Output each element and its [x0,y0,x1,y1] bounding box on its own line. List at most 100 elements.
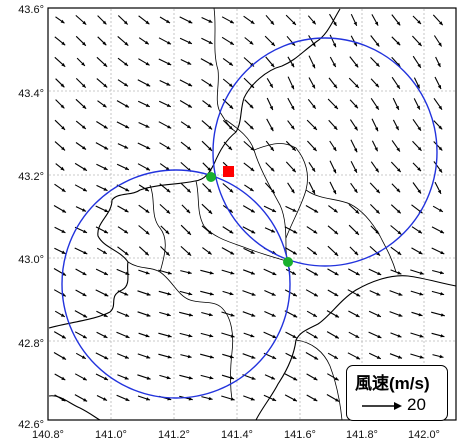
wind-arrow [180,245,192,257]
wind-arrow [202,183,212,193]
wind-arrow [433,97,443,111]
wind-arrow [75,98,87,110]
wind-arrow [221,16,235,24]
wind-arrow [435,56,441,68]
wind-arrow [222,353,234,359]
wind-arrow [328,205,338,213]
wind-arrow [75,14,87,26]
wind-arrow [308,77,316,89]
wind-arrow [410,332,424,338]
wind-arrow [158,332,172,338]
wind-arrow [117,290,129,296]
wind-arrow [391,14,401,26]
legend-value: 20 [407,395,426,414]
wind-arrow [265,14,275,26]
wind-arrow [137,163,151,171]
wind-arrow [391,183,401,193]
wind-arrow [391,76,401,90]
wind-arrow [348,224,360,236]
wind-arrow [370,161,380,173]
wind-arrow [264,35,276,47]
wind-arrow [306,373,318,381]
wind-arrow [137,142,151,150]
wind-arrow [243,395,255,401]
wind-arrow [243,140,255,152]
wind-arrow [222,226,234,234]
wind-arrow [305,268,319,276]
wind-arrow [53,205,67,213]
wind-arrow [116,310,130,318]
wind-arrow [264,310,276,318]
y-tick-label: 43.2° [18,171,44,183]
wind-arrow [305,289,319,297]
wind-arrow [392,97,400,111]
prefecture-borders [127,7,397,421]
wind-arrow [306,226,318,234]
wind-arrow [179,311,193,317]
wind-arrow [222,78,234,88]
wind-arrow [327,225,339,235]
wind-arrow [264,289,276,297]
wind-arrow [390,269,402,275]
wind-arrow [181,204,191,214]
wind-arrow [138,332,150,338]
wind-arrow [221,311,235,317]
wind-arrow [329,13,337,27]
wind-arrow [368,310,382,318]
wind-arrow [97,100,107,108]
wind-arrow [308,181,316,195]
wind-arrow [263,331,277,339]
wind-arrow [201,78,213,88]
wind-arrow [137,100,151,108]
legend-title: 風速(m/s) [355,374,430,393]
wind-arrow [202,247,212,255]
wind-arrow [431,247,445,255]
wind-arrow [348,268,360,276]
wind-arrow [243,15,255,25]
wind-arrow [54,56,66,68]
wind-arrow [370,35,380,47]
wind-arrow [96,395,108,401]
wind-arrow [264,374,276,380]
wind-arrow [327,98,339,110]
wind-arrow [369,245,381,257]
wind-arrow [202,162,212,172]
wind-arrow [263,394,277,402]
wind-arrow [390,161,402,173]
wind-arrow [244,184,254,192]
station-green-2 [283,257,293,267]
wind-arrow [390,204,402,214]
wind-arrow [370,225,380,235]
wind-arrow [179,100,193,108]
wind-arrow [287,76,295,90]
wind-arrow [158,121,172,129]
wind-arrow [95,226,109,234]
wind-arrow [222,120,234,130]
wind-arrow [412,15,422,25]
wind-arrow [433,120,443,130]
wind-arrow [54,394,66,402]
wind-speed-legend: 風速(m/s) 20 [346,365,448,421]
wind-arrow [138,225,150,235]
wind-arrow [96,121,108,129]
wind-arrow [117,246,129,256]
wind-arrow [54,183,66,193]
wind-arrow [116,100,130,108]
wind-arrow [117,143,129,149]
wind-arrow [179,79,193,87]
wind-arrow [138,58,150,66]
wind-arrow [347,352,361,360]
wind-arrow [55,99,65,109]
wind-arrow [326,331,340,339]
wind-arrow [137,290,151,296]
wind-arrow [264,227,276,233]
wind-arrow [180,183,192,193]
wind-arrow [434,76,442,90]
wind-arrow [159,142,171,150]
wind-arrow [53,331,67,339]
wind-arrow [138,122,150,128]
wind-arrow [328,119,338,131]
wind-arrow [54,247,66,255]
wind-arrow [389,290,403,296]
wind-arrow [160,246,170,256]
